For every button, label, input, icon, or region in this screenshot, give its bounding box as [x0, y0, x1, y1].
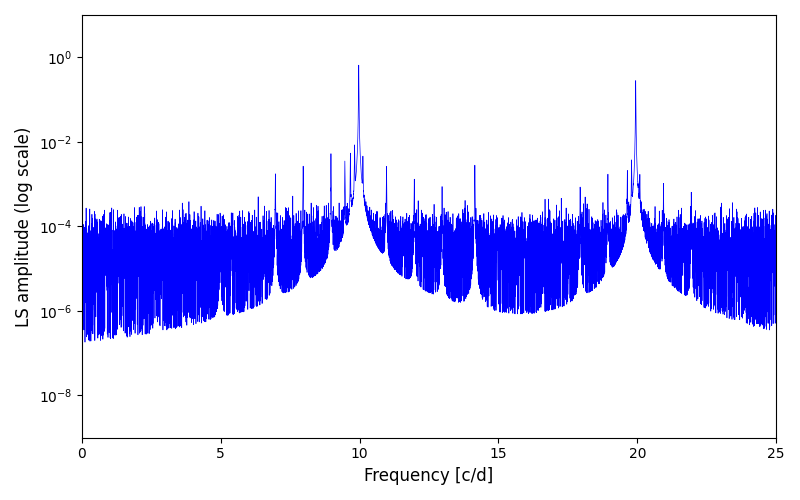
Y-axis label: LS amplitude (log scale): LS amplitude (log scale): [15, 126, 33, 326]
X-axis label: Frequency [c/d]: Frequency [c/d]: [364, 467, 494, 485]
